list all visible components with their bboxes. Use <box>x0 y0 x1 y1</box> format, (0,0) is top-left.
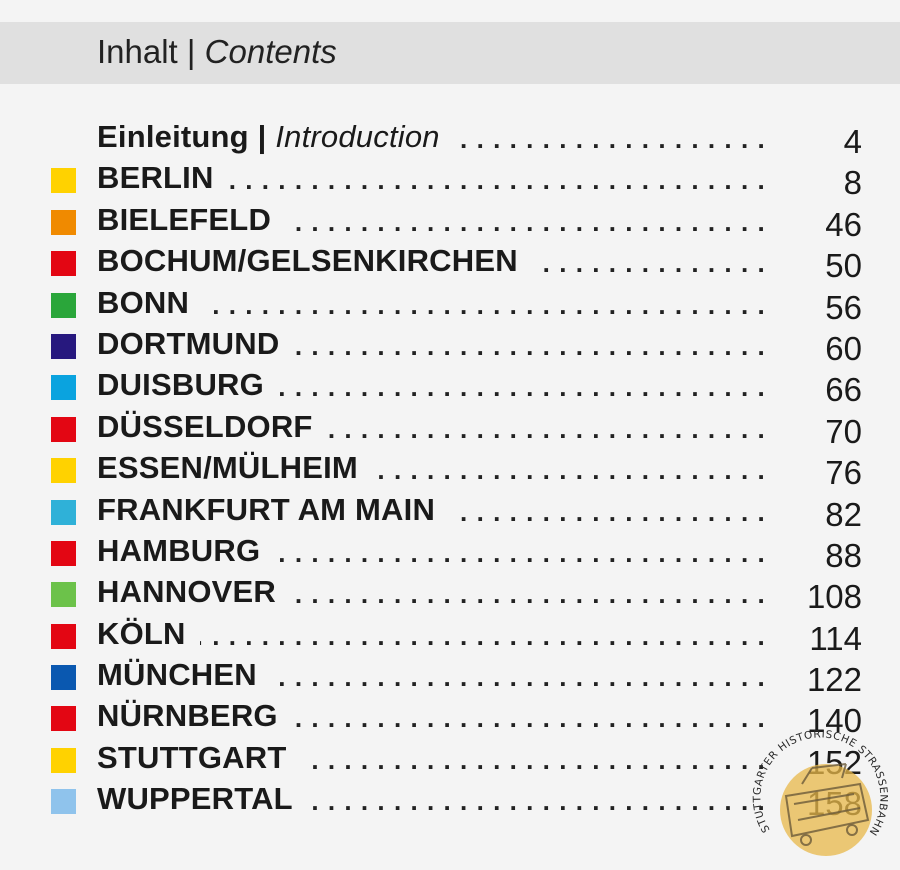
toc-page-number: 66 <box>825 371 862 409</box>
toc-page-number: 4 <box>843 123 862 160</box>
toc-entry-label: BOCHUM/GELSENKIRCHEN <box>97 243 518 279</box>
color-swatch <box>51 458 76 484</box>
color-swatch <box>51 540 76 566</box>
society-seal-logo: STUTTGARTER HISTORISCHE STRASSENBAHNEN E… <box>742 724 888 856</box>
color-swatch <box>51 623 76 649</box>
color-swatch <box>51 209 76 235</box>
toc-page-number: 60 <box>825 329 862 367</box>
toc-entry-label: DORTMUND <box>97 325 280 361</box>
toc-page-number: 50 <box>825 247 862 285</box>
toc-entry-berlin[interactable]: BERLIN .................................… <box>0 155 900 201</box>
toc-entry-introduction[interactable]: Einleitung | Introduction ..............… <box>0 114 900 160</box>
intro-label-en: Introduction <box>275 119 440 154</box>
dot-leader: ........................................… <box>532 248 774 279</box>
color-swatch <box>51 706 76 732</box>
toc-page-number: 76 <box>825 454 862 492</box>
color-swatch <box>51 375 76 401</box>
toc-entry-label: DÜSSELDORF <box>97 408 313 444</box>
tram-outline-icon <box>784 763 870 846</box>
table-of-contents: Einleitung | Introduction ..............… <box>0 114 900 822</box>
seal-disc <box>780 764 872 856</box>
title-de: Inhalt <box>97 33 178 70</box>
contents-header: Inhalt | Contents <box>0 22 900 84</box>
toc-page-number: 122 <box>806 661 862 699</box>
dot-leader: ........................................… <box>327 413 774 444</box>
toc-page-number: 140 <box>806 702 862 740</box>
toc-entry-duesseldorf[interactable]: DÜSSELDORF .............................… <box>0 404 900 449</box>
dot-leader: ........................................… <box>285 206 774 237</box>
toc-entry-dortmund[interactable]: DORTMUND ...............................… <box>0 321 900 366</box>
toc-entry-koeln[interactable]: KÖLN ...................................… <box>0 611 900 656</box>
toc-entry-label: ESSEN/MÜLHEIM <box>97 450 358 486</box>
toc-entry-label: HAMBURG <box>97 532 261 568</box>
title-separator: | <box>177 33 205 70</box>
toc-entry-bielefeld[interactable]: BIELEFELD ..............................… <box>0 197 900 242</box>
dot-leader: ........................................… <box>449 496 774 527</box>
color-swatch <box>51 789 76 815</box>
color-swatch <box>51 416 76 442</box>
toc-entry-frankfurt-am-main[interactable]: FRANKFURT AM MAIN ......................… <box>0 487 900 532</box>
dot-leader: ........................................… <box>454 124 774 154</box>
color-swatch <box>51 582 76 608</box>
toc-entry-label: FRANKFURT AM MAIN <box>97 491 436 527</box>
dot-leader: ........................................… <box>290 579 774 610</box>
toc-page-number: 88 <box>825 536 862 574</box>
toc-entry-label: STUTTGART <box>97 739 287 775</box>
color-swatch <box>51 665 76 691</box>
toc-entry-essen-muelheim[interactable]: ESSEN/MÜLHEIM ..........................… <box>0 445 900 491</box>
toc-entry-hannover[interactable]: HANNOVER ...............................… <box>0 569 900 615</box>
toc-entry-label: BONN <box>97 284 190 320</box>
dot-leader: ........................................… <box>278 372 774 403</box>
dot-leader: ........................................… <box>307 786 774 817</box>
toc-entry-bonn[interactable]: BONN ...................................… <box>0 280 900 325</box>
toc-page-number: 114 <box>809 619 862 657</box>
intro-label-de: Einleitung <box>97 119 249 154</box>
toc-entry-label: NÜRNBERG <box>97 698 278 734</box>
toc-entry-bochum-gelsenkirchen[interactable]: BOCHUM/GELSENKIRCHEN ...................… <box>0 238 900 284</box>
intro-separator: | <box>248 119 276 154</box>
color-swatch <box>51 251 76 277</box>
toc-entry-label: DUISBURG <box>97 367 264 403</box>
toc-page-number: 56 <box>825 288 862 326</box>
toc-entry-muenchen[interactable]: MÜNCHEN ................................… <box>0 652 900 698</box>
toc-entry-duisburg[interactable]: DUISBURG ...............................… <box>0 362 900 408</box>
toc-entry-stuttgart[interactable]: STUTTGART ..............................… <box>0 735 900 780</box>
toc-page-number: 8 <box>843 164 862 202</box>
toc-entry-label: HANNOVER <box>97 574 277 610</box>
color-swatch <box>51 499 76 525</box>
toc-page-number: 82 <box>825 495 862 533</box>
dot-leader: ........................................… <box>293 330 774 361</box>
toc-entry-label: MÜNCHEN <box>97 657 257 693</box>
dot-leader: ........................................… <box>292 703 774 734</box>
toc-page-number: 46 <box>825 205 862 243</box>
dot-leader: ........................................… <box>200 620 774 651</box>
toc-entry-nuernberg[interactable]: NÜRNBERG ...............................… <box>0 693 900 739</box>
dot-leader: ........................................… <box>228 165 774 196</box>
toc-entry-label: KÖLN <box>97 615 186 651</box>
dot-leader: ........................................… <box>203 289 774 320</box>
color-swatch <box>51 747 76 773</box>
toc-entry-label: WUPPERTAL <box>97 781 293 817</box>
toc-page-number: 108 <box>806 578 862 616</box>
dot-leader: ........................................… <box>301 744 774 775</box>
toc-page-number: 70 <box>825 412 862 450</box>
dot-leader: ........................................… <box>271 662 774 693</box>
toc-entry-label: Einleitung | Introduction <box>97 120 440 154</box>
color-swatch <box>51 292 76 318</box>
color-swatch <box>51 168 76 194</box>
toc-entry-label: BERLIN <box>97 160 214 196</box>
toc-entry-label: BIELEFELD <box>97 201 272 237</box>
dot-leader: ........................................… <box>372 455 774 486</box>
contents-title: Inhalt | Contents <box>97 34 337 70</box>
title-en: Contents <box>204 33 337 70</box>
toc-entry-hamburg[interactable]: HAMBURG ................................… <box>0 528 900 573</box>
dot-leader: ........................................… <box>274 537 774 568</box>
color-swatch <box>51 333 76 359</box>
